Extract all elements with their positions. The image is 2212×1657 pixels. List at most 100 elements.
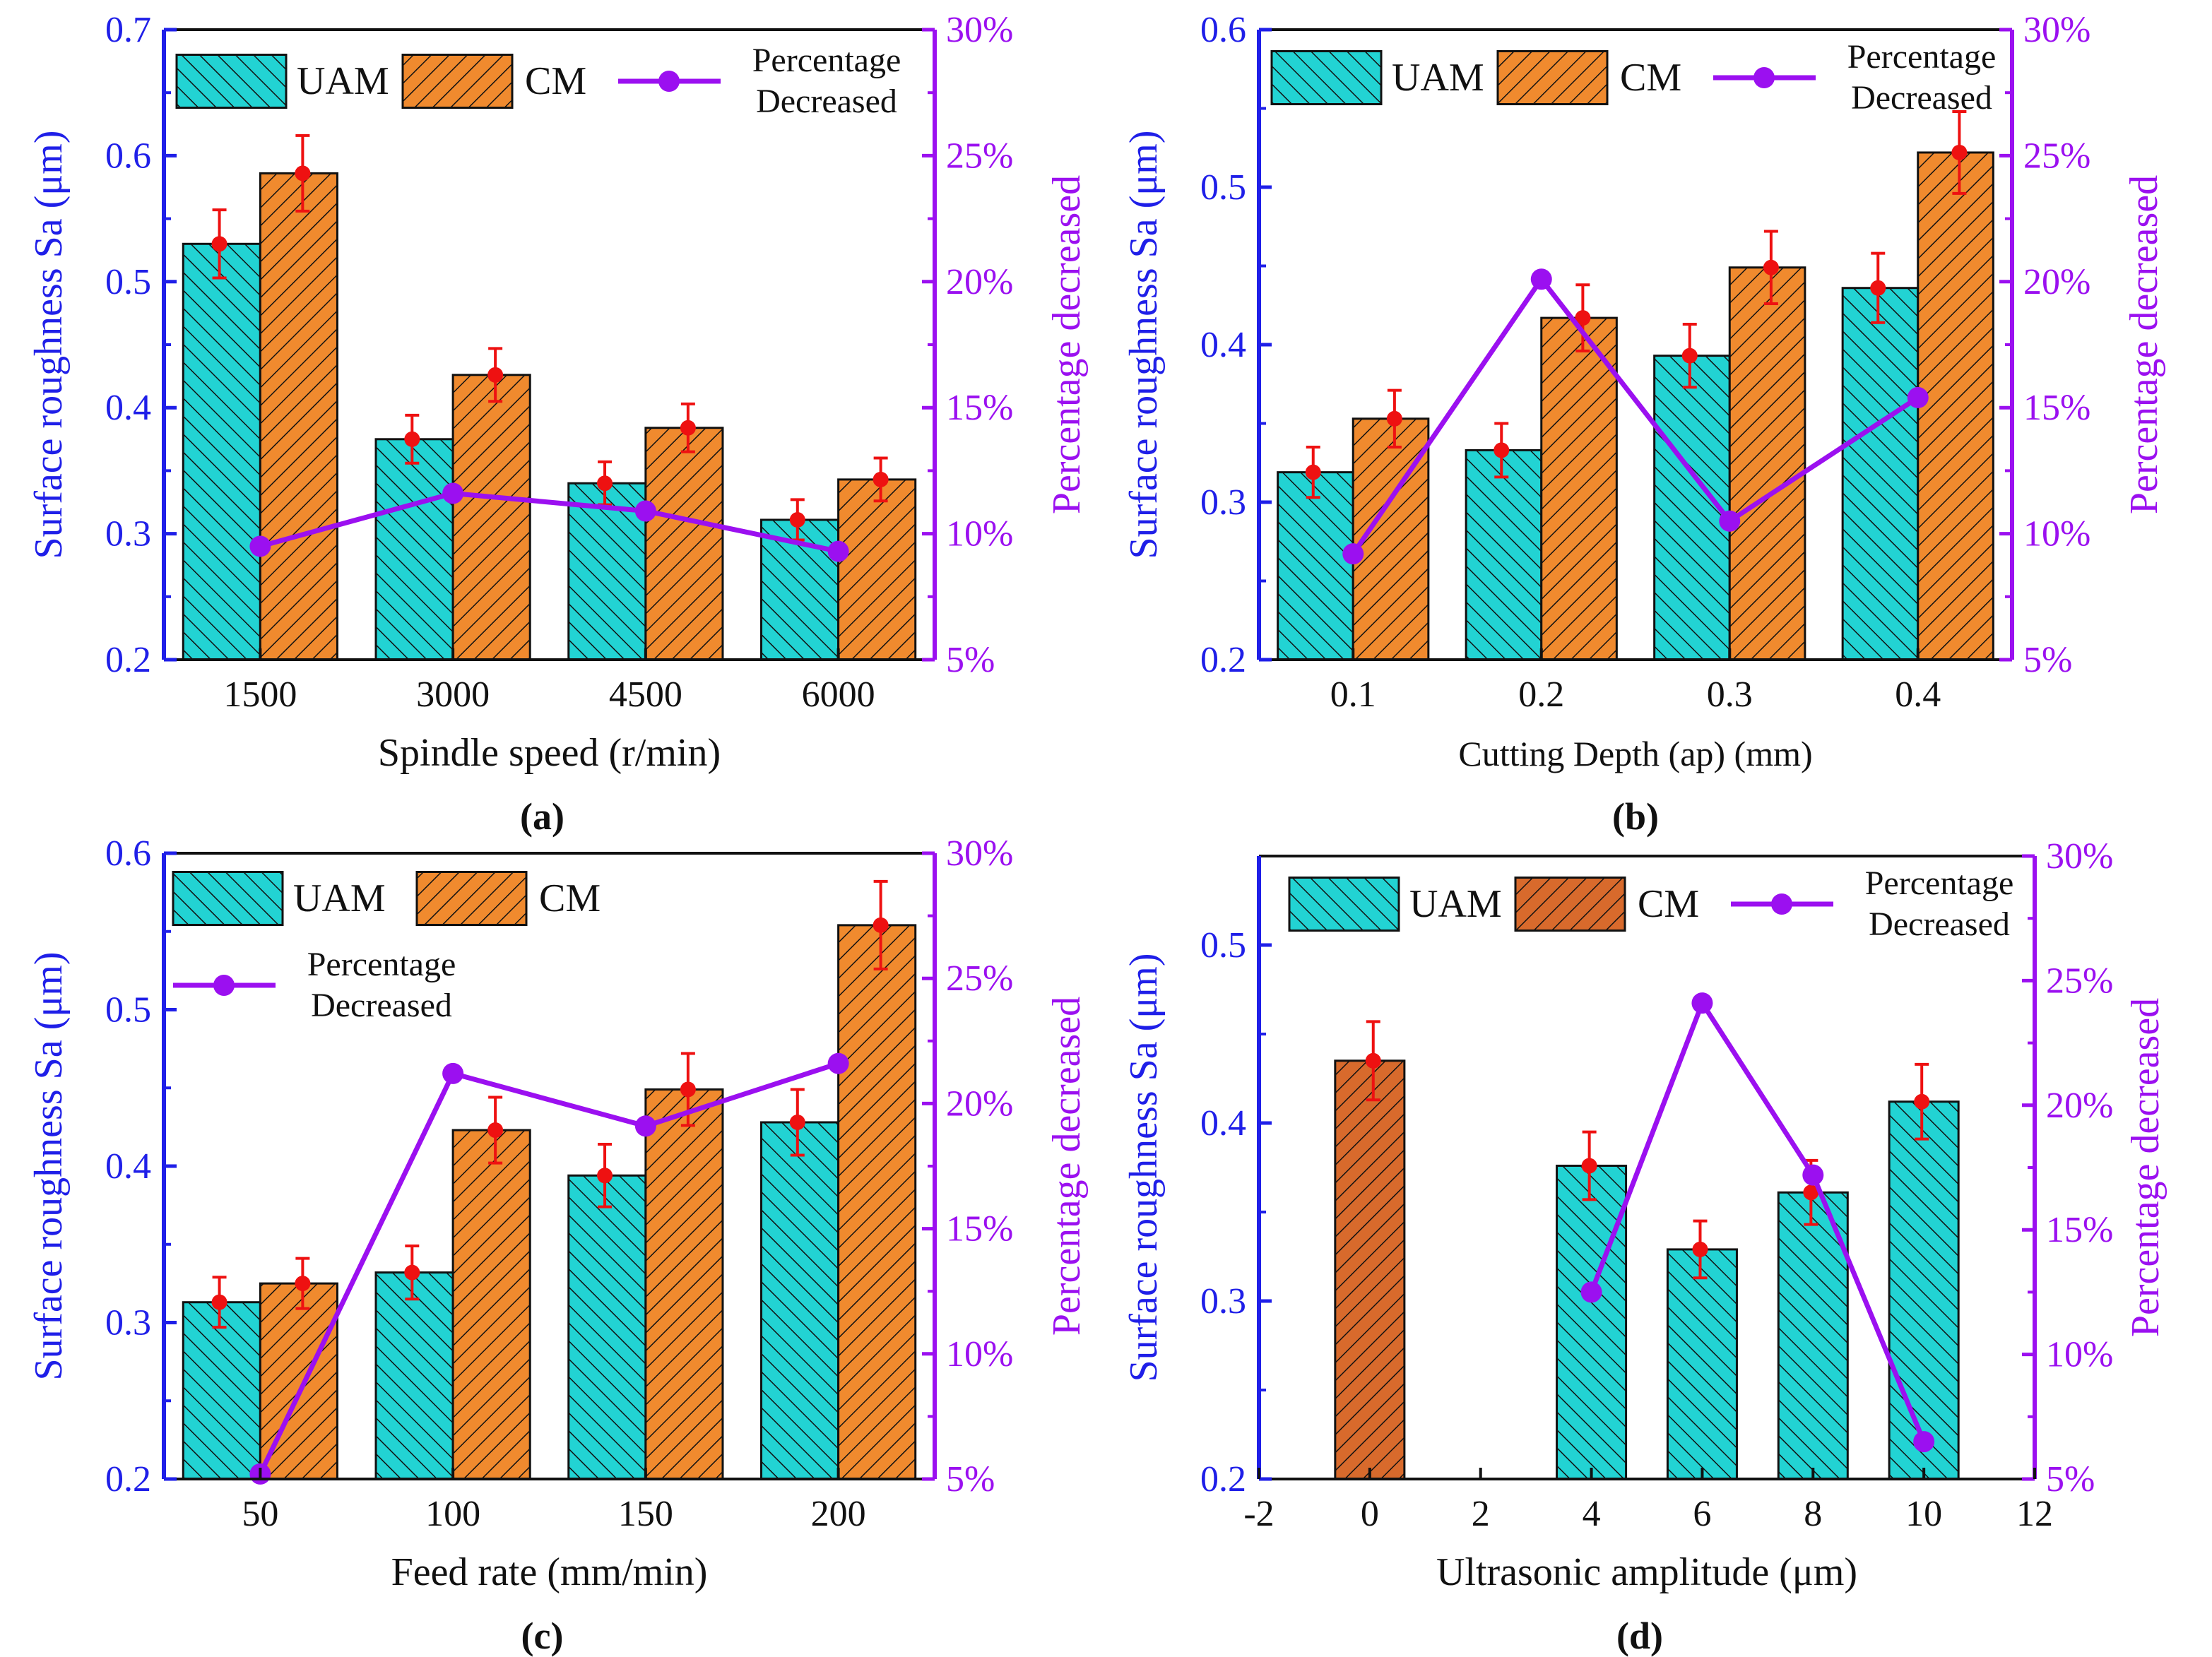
bar-cm-3 bbox=[1917, 151, 1994, 661]
right-tick-label: 5% bbox=[2046, 1459, 2095, 1499]
bar-uam-3-error bbox=[1870, 251, 1886, 324]
bar-uam-2-error bbox=[597, 1142, 613, 1208]
percentage-line bbox=[258, 1061, 839, 1475]
percentage-point-1 bbox=[442, 482, 464, 504]
x-tick-label: 0.4 bbox=[1895, 675, 1941, 715]
left-tick-label: 0.5 bbox=[105, 990, 151, 1031]
bar-cm-1 bbox=[1540, 316, 1618, 661]
percentage-point-2 bbox=[634, 1115, 656, 1137]
bars-group bbox=[1277, 151, 1994, 661]
bar-uam-0-error bbox=[211, 1276, 227, 1329]
bar-cm-2-error bbox=[680, 402, 696, 453]
right-tick-label: 20% bbox=[2023, 262, 2090, 302]
bar-uam-1-mean-dot bbox=[1494, 442, 1510, 458]
axes-group: 0.2 0.3 0.4 0.5 0.6 5% 10% 15% 20% 25% 30% 50 100 150… bbox=[105, 833, 1013, 1534]
right-tick-label: 15% bbox=[946, 1209, 1013, 1249]
left-tick-label: 0.3 bbox=[105, 514, 151, 554]
legend-line-label-1: Percentage bbox=[1847, 38, 1997, 76]
x-tick-label: 4500 bbox=[609, 675, 682, 715]
bar-cm-3-error bbox=[1951, 109, 1968, 195]
bar-uam-0 bbox=[182, 242, 261, 661]
x-axis-title: Feed rate (mm/min) bbox=[391, 1550, 708, 1594]
legend-line-label-1: Percentage bbox=[1865, 865, 2014, 902]
error-bars-group bbox=[1305, 109, 1968, 499]
legend-uam-swatch bbox=[1288, 877, 1400, 932]
legend-cm-swatch bbox=[1514, 877, 1626, 932]
right-tick-label: 5% bbox=[946, 1459, 995, 1499]
right-tick-label: 25% bbox=[946, 136, 1013, 176]
x-tick-label: 1500 bbox=[223, 675, 297, 715]
panel-d: 0.2 0.3 0.4 0.5 5% 10% 15% 20% 25% 30% -2 0 2 4 6 8 10 12… bbox=[1122, 836, 2167, 1657]
right-axis-title: Percentage decreased bbox=[2124, 998, 2167, 1337]
legend-uam-swatch bbox=[1270, 50, 1383, 105]
bar-uam-0-mean-dot bbox=[211, 236, 227, 252]
bar-uam-x10 bbox=[1888, 1100, 1960, 1480]
bar-cm-3 bbox=[837, 924, 917, 1480]
right-tick-label: 20% bbox=[946, 262, 1013, 302]
legend-line-marker bbox=[1771, 893, 1792, 915]
left-tick-label: 0.5 bbox=[1200, 925, 1246, 966]
right-tick-label: 30% bbox=[946, 10, 1013, 50]
x-tick-label: 2 bbox=[1472, 1494, 1490, 1534]
percentage-line bbox=[1351, 276, 1920, 556]
bar-cm-2-mean-dot bbox=[680, 1081, 696, 1098]
error-bars-group bbox=[211, 879, 889, 1329]
bar-cm-x0-error bbox=[1365, 1020, 1381, 1102]
left-tick-label: 0.3 bbox=[1200, 482, 1246, 523]
legend-line-marker bbox=[1753, 67, 1775, 88]
percentage-line bbox=[1589, 1000, 1927, 1443]
right-axis-title: Percentage decreased bbox=[1045, 997, 1089, 1336]
panel-caption: (a) bbox=[520, 795, 564, 838]
percentage-point-3 bbox=[1913, 1431, 1935, 1453]
bar-cm-0 bbox=[259, 172, 338, 661]
legend-cm-swatch bbox=[401, 54, 514, 109]
legend: UAM CM Percentage Decreased bbox=[172, 871, 601, 1024]
x-tick-label: 0 bbox=[1361, 1494, 1379, 1534]
legend-cm-label: CM bbox=[525, 59, 586, 103]
bar-uam-x10-error bbox=[1914, 1062, 1930, 1141]
bar-cm-2 bbox=[1728, 266, 1806, 661]
bar-uam-x6-mean-dot bbox=[1692, 1241, 1708, 1257]
right-tick-label: 25% bbox=[2023, 136, 2090, 176]
left-tick-label: 0.2 bbox=[1200, 640, 1246, 680]
left-axis-title: Surface roughness Sa (μm) bbox=[27, 952, 71, 1381]
right-tick-label: 30% bbox=[2046, 836, 2113, 877]
legend-line-label-2: Decreased bbox=[1851, 79, 1992, 117]
x-tick-label: -2 bbox=[1243, 1494, 1274, 1534]
legend-line-label-1: Percentage bbox=[752, 42, 901, 79]
bar-cm-2-error bbox=[1763, 230, 1779, 306]
legend-line-label-1: Percentage bbox=[307, 946, 456, 983]
bar-uam-x4-mean-dot bbox=[1581, 1158, 1597, 1174]
bar-cm-2 bbox=[644, 1088, 724, 1480]
bar-uam-3-mean-dot bbox=[789, 511, 805, 528]
percentage-point-0 bbox=[1342, 543, 1364, 565]
bar-cm-1 bbox=[451, 1129, 531, 1480]
legend-cm-swatch bbox=[415, 871, 528, 926]
bar-uam-3 bbox=[1841, 287, 1920, 661]
bar-uam-0-mean-dot bbox=[211, 1294, 227, 1310]
right-tick-label: 15% bbox=[2023, 388, 2090, 428]
bar-cm-2-error bbox=[680, 1052, 696, 1127]
left-axis-title: Surface roughness Sa (μm) bbox=[27, 131, 71, 559]
bars-group bbox=[182, 172, 917, 661]
bar-uam-0-mean-dot bbox=[1305, 464, 1321, 480]
right-tick-label: 25% bbox=[2046, 961, 2113, 1001]
bar-cm-3-error bbox=[873, 879, 889, 970]
right-tick-label: 30% bbox=[2023, 10, 2090, 50]
axes-group: 0.2 0.3 0.4 0.5 0.6 0.7 5% 10% 15% 20% 25% 30% 1500 3… bbox=[105, 10, 1013, 715]
left-axis-title: Surface roughness Sa (μm) bbox=[1122, 131, 1166, 559]
legend-uam-swatch bbox=[172, 871, 284, 926]
bars-group bbox=[1334, 1059, 1960, 1480]
bar-uam-x10-mean-dot bbox=[1914, 1093, 1930, 1110]
x-tick-label: 150 bbox=[618, 1494, 673, 1534]
legend-cm-label: CM bbox=[1638, 882, 1699, 926]
bar-cm-0-mean-dot bbox=[1386, 410, 1402, 427]
axes-group: 0.2 0.3 0.4 0.5 0.6 5% 10% 15% 20% 25% 30% 0.1 0.2 0.… bbox=[1200, 10, 2090, 715]
x-tick-label: 0.1 bbox=[1330, 675, 1376, 715]
left-tick-label: 0.4 bbox=[1200, 325, 1246, 365]
right-tick-label: 25% bbox=[946, 958, 1013, 999]
bar-cm-1-mean-dot bbox=[1575, 310, 1591, 326]
percentage-line-group bbox=[249, 482, 849, 562]
bar-uam-x8-mean-dot bbox=[1803, 1184, 1819, 1201]
